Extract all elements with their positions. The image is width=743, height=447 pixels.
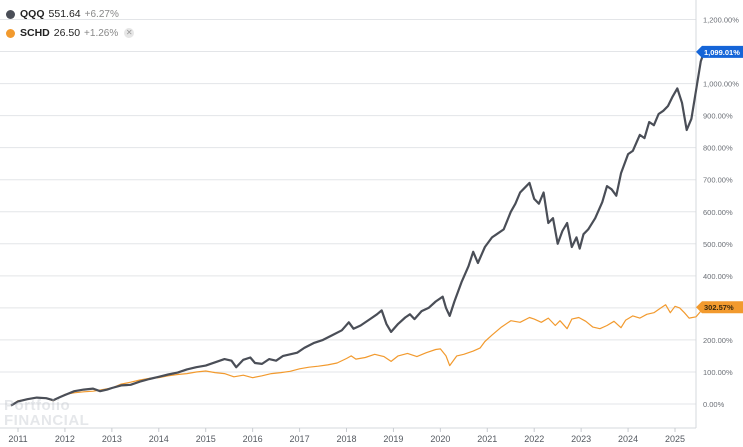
schd-change: +1.26% — [84, 27, 119, 39]
y-tick-label: 500.00% — [703, 240, 733, 249]
end-value-label-qqq: 1,099.01% — [704, 48, 740, 57]
y-tick-label: 200.00% — [703, 336, 733, 345]
qqq-color-dot — [6, 9, 15, 19]
x-tick-label: 2011 — [8, 434, 27, 444]
x-tick-label: 2019 — [383, 434, 403, 444]
y-tick-label: 400.00% — [703, 272, 733, 281]
qqq-price: 551.64 — [48, 8, 81, 20]
y-tick-label: 900.00% — [703, 112, 733, 121]
schd-color-dot — [6, 28, 15, 38]
series-line-schd — [10, 304, 705, 407]
x-tick-label: 2018 — [336, 434, 356, 444]
legend-schd[interactable]: SCHD 26.50 +1.26% ✕ — [6, 27, 135, 39]
y-tick-label: 700.00% — [703, 176, 733, 185]
x-tick-label: 2015 — [196, 434, 216, 444]
watermark-line2: FINANCIAL — [4, 412, 90, 429]
x-tick-label: 2024 — [618, 434, 638, 444]
x-tick-label: 2014 — [149, 434, 169, 444]
x-tick-label: 2016 — [243, 434, 263, 444]
series-line-qqq — [10, 51, 706, 407]
x-tick-label: 2020 — [430, 434, 450, 444]
end-value-label-schd: 302.57% — [704, 303, 734, 312]
watermark: Portfolio FINANCIAL — [4, 398, 89, 428]
remove-series-icon[interactable]: ✕ — [124, 28, 135, 38]
qqq-symbol: QQQ — [20, 8, 45, 20]
y-tick-label: 800.00% — [703, 144, 733, 153]
watermark-line1: Portfolio — [4, 397, 71, 414]
x-tick-label: 2021 — [477, 434, 497, 444]
end-value-tag-schd — [696, 301, 743, 314]
y-tick-label: 0.00% — [703, 400, 725, 409]
x-tick-label: 2013 — [102, 434, 122, 444]
legend-qqq[interactable]: QQQ 551.64 +6.27% — [6, 8, 119, 20]
y-tick-label: 1,200.00% — [703, 16, 739, 25]
x-axis-band — [0, 428, 743, 447]
x-tick-label: 2022 — [524, 434, 544, 444]
end-value-tag-qqq — [696, 45, 743, 58]
y-tick-label: 600.00% — [703, 208, 733, 217]
y-tick-label: 1,000.00% — [703, 80, 739, 89]
x-tick-label: 2012 — [55, 434, 75, 444]
schd-symbol: SCHD — [20, 27, 50, 39]
x-tick-label: 2025 — [665, 434, 685, 444]
x-tick-label: 2023 — [571, 434, 591, 444]
qqq-change: +6.27% — [84, 8, 119, 20]
x-tick-label: 2017 — [290, 434, 310, 444]
y-tick-label: 100.00% — [703, 368, 733, 377]
schd-price: 26.50 — [53, 27, 81, 39]
